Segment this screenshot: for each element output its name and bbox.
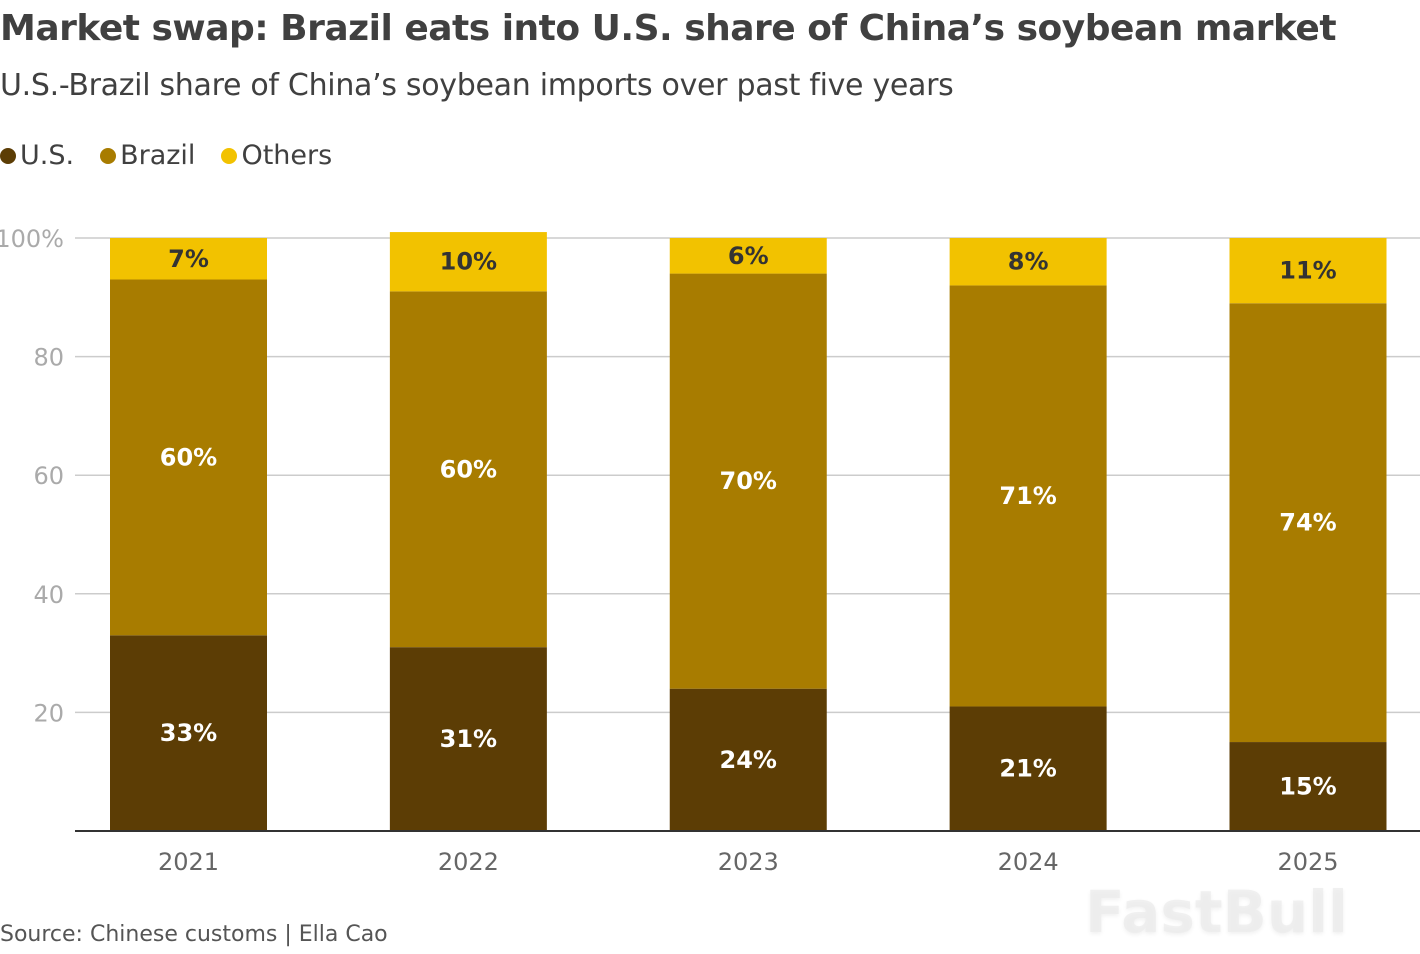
data-label: 60% (160, 443, 217, 471)
legend-swatch-others (221, 147, 238, 164)
data-label: 74% (1279, 509, 1336, 537)
data-label: 60% (440, 455, 497, 483)
bar-segment-us (389, 647, 547, 831)
data-label: 71% (999, 482, 1056, 510)
y-tick-label: 100% (0, 225, 64, 253)
data-label: 31% (440, 725, 497, 753)
bar-segment-others (389, 232, 547, 292)
legend: U.S. Brazil Others (0, 140, 332, 171)
data-label: 10% (440, 248, 497, 276)
legend-label-brazil: Brazil (120, 140, 196, 171)
legend-item-us: U.S. (0, 140, 74, 171)
y-tick-label: 60 (33, 462, 64, 490)
data-label: 33% (160, 719, 217, 747)
x-tick-label: 2023 (718, 848, 779, 876)
data-label: 8% (1008, 248, 1049, 276)
legend-label-others: Others (241, 140, 333, 171)
legend-item-others: Others (221, 140, 332, 171)
legend-swatch-brazil (100, 147, 117, 164)
data-label: 70% (720, 467, 777, 495)
bar-segment-brazil (669, 273, 827, 689)
bar-segment-us (110, 635, 267, 831)
bar-segment-us (949, 706, 1107, 831)
legend-item-brazil: Brazil (100, 140, 195, 171)
legend-label-us: U.S. (20, 140, 75, 171)
bar-segment-brazil (389, 291, 547, 648)
data-label: 6% (728, 242, 769, 270)
legend-swatch-us (0, 147, 16, 164)
x-tick-label: 2024 (998, 848, 1059, 876)
bar-segment-others (949, 238, 1107, 286)
y-tick-label: 40 (33, 581, 64, 609)
bar-segment-brazil (949, 285, 1107, 707)
bar-segment-us (1229, 742, 1387, 831)
watermark: FastBull (1085, 878, 1348, 946)
x-tick-label: 2022 (438, 848, 499, 876)
bar-segment-brazil (1229, 303, 1387, 743)
x-tick-label: 2021 (158, 848, 219, 876)
y-tick-label: 80 (33, 344, 64, 372)
bar-segment-others (669, 238, 827, 274)
data-label: 11% (1279, 257, 1336, 285)
data-label: 21% (999, 755, 1056, 783)
data-label: 15% (1279, 773, 1336, 801)
y-tick-label: 20 (33, 699, 64, 727)
bar-segment-brazil (110, 279, 267, 636)
source-note: Source: Chinese customs | Ella Cao (0, 922, 388, 947)
bar-segment-others (110, 238, 267, 280)
bar-segment-us (669, 688, 827, 831)
data-label: 24% (720, 746, 777, 774)
chart-subtitle: U.S.-Brazil share of China’s soybean imp… (0, 68, 954, 103)
chart-title: Market swap: Brazil eats into U.S. share… (0, 8, 1337, 49)
x-tick-label: 2025 (1277, 848, 1338, 876)
bar-segment-others (1229, 238, 1387, 304)
data-label: 7% (168, 245, 209, 273)
